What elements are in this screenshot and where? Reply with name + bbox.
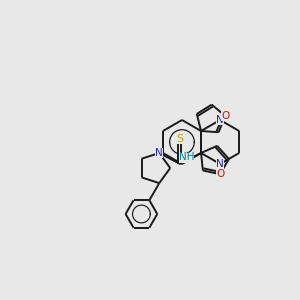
Text: O: O [221,111,229,121]
Text: N: N [216,115,224,125]
Text: NH: NH [179,152,194,163]
Text: N: N [216,159,224,169]
Text: S: S [177,134,184,144]
Text: O: O [216,169,224,179]
Text: N: N [155,148,163,158]
